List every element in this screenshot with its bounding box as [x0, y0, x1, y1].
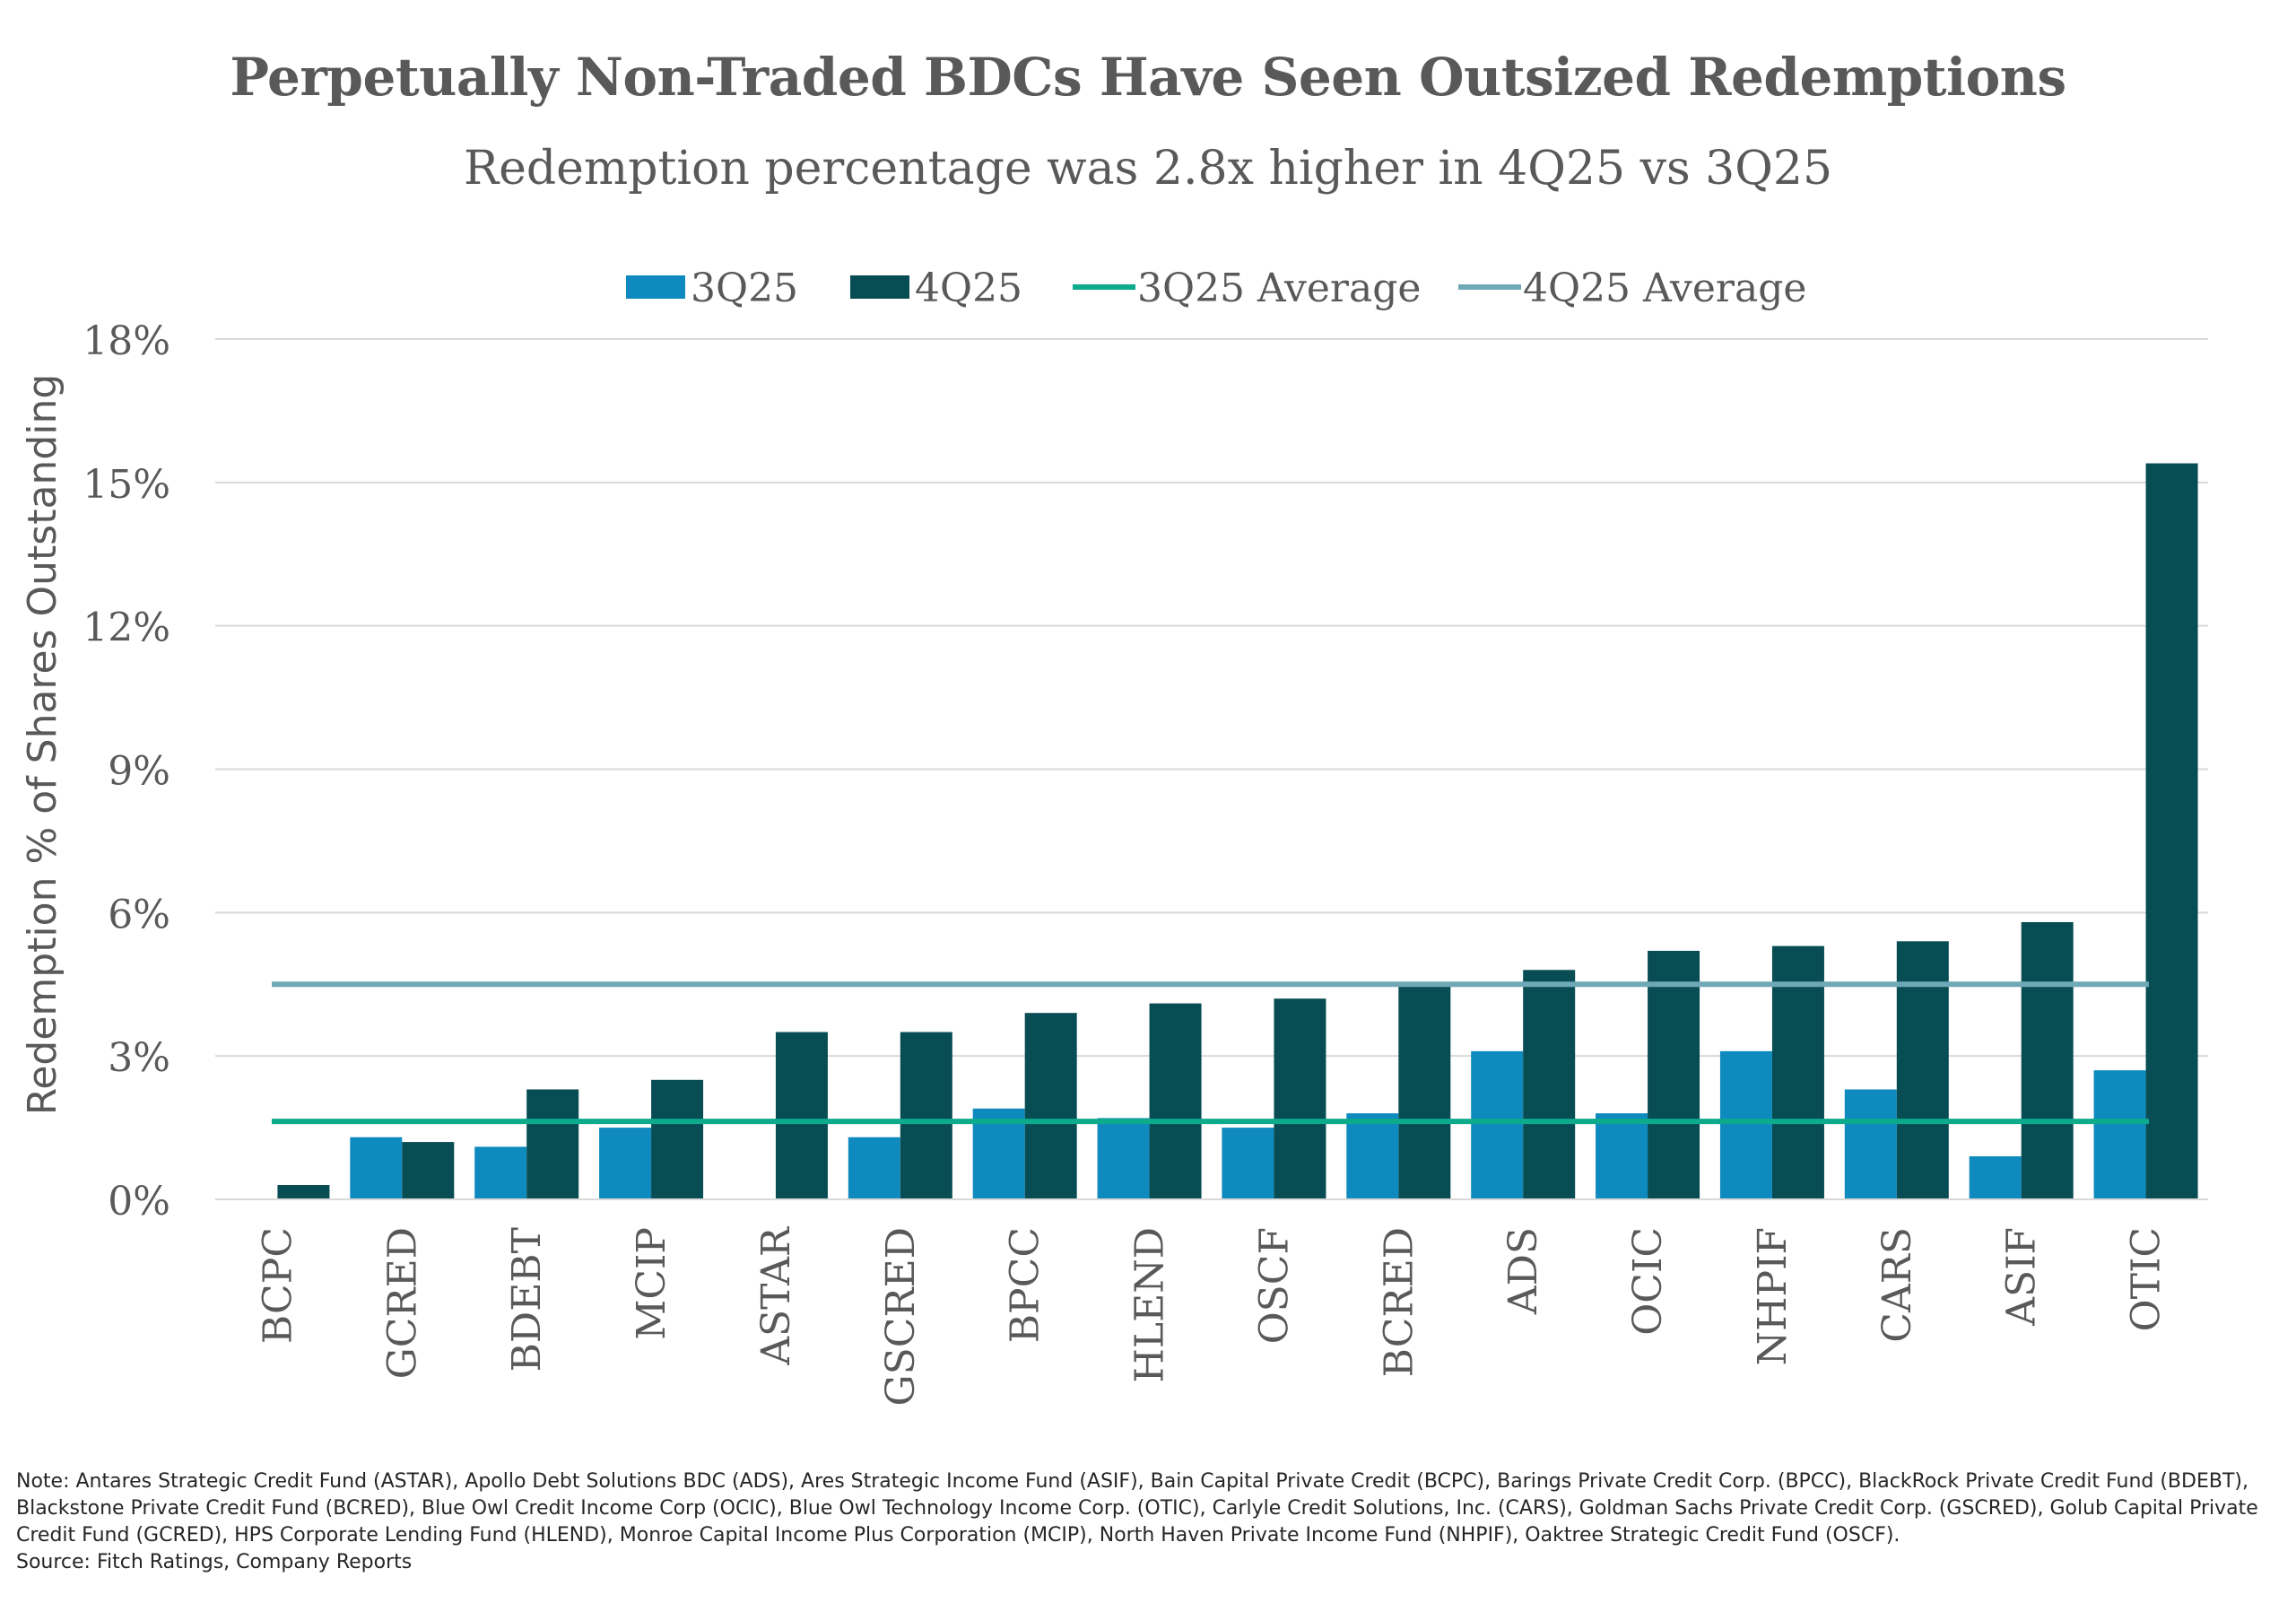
- x-tick-label: GCRED: [379, 1227, 425, 1379]
- x-tick-label: ASTAR: [753, 1225, 799, 1366]
- bar-4q25-nhpif: [1771, 945, 1824, 1199]
- bar-3q25-nhpif: [1719, 1050, 1772, 1199]
- x-tick-label: OSCF: [1251, 1227, 1297, 1344]
- bar-4q25-bdebt: [526, 1089, 579, 1199]
- y-tick-label: 18%: [83, 318, 170, 364]
- footnote-source: Source: Fitch Ratings, Company Reports: [16, 1551, 413, 1573]
- bar-3q25-bcred: [1346, 1113, 1399, 1199]
- bar-3q25-cars: [1844, 1089, 1897, 1199]
- x-tick-label: ASIF: [1999, 1227, 2045, 1327]
- legend-label: 4Q25 Average: [1523, 266, 1806, 311]
- y-tick-label: 6%: [108, 892, 170, 937]
- bar-3q25-oscf: [1222, 1128, 1274, 1199]
- x-tick-label: NHPIF: [1750, 1227, 1796, 1365]
- x-axis-ticks: BCPC GCRED BDEBT MCIP ASTAR GSCRED BPCC HLEND OS…: [255, 1225, 2169, 1406]
- bar-3q25-gscred: [848, 1137, 900, 1199]
- bar-3q25-hlend: [1097, 1118, 1150, 1199]
- bar-3q25-asif: [1969, 1156, 2022, 1199]
- chart-subtitle: Redemption percentage was 2.8x higher in…: [463, 142, 1833, 196]
- bar-3q25-ads: [1471, 1050, 1524, 1199]
- chart-title: Perpetually Non-Traded BDCs Have Seen Ou…: [230, 47, 2066, 108]
- reference-lines: [272, 981, 2149, 1125]
- x-tick-label: BDEBT: [504, 1227, 550, 1372]
- y-tick-label: 12%: [83, 605, 170, 651]
- footnote-note: Note: Antares Strategic Credit Fund (AST…: [16, 1470, 2258, 1546]
- bars: [277, 463, 2198, 1199]
- bar-4q25-bcpc: [277, 1185, 330, 1199]
- legend-swatch-4q25: [850, 275, 909, 299]
- y-tick-label: 3%: [108, 1035, 170, 1081]
- bar-4q25-bcred: [1398, 984, 1451, 1199]
- bar-4q25-otic: [2145, 463, 2198, 1199]
- y-tick-label: 0%: [108, 1179, 170, 1224]
- y-tick-label: 9%: [108, 749, 170, 795]
- legend-label: 3Q25 Average: [1137, 266, 1421, 311]
- x-tick-label: MCIP: [629, 1227, 674, 1340]
- x-tick-label: OCIC: [1625, 1227, 1671, 1336]
- bar-4q25-mcip: [651, 1079, 704, 1199]
- x-tick-label: CARS: [1874, 1227, 1920, 1343]
- bar-4q25-ads: [1523, 970, 1576, 1199]
- x-tick-label: BCPC: [255, 1227, 300, 1344]
- bar-4q25-cars: [1896, 941, 1949, 1199]
- gridlines: [215, 338, 2208, 1058]
- bar-4q25-bpcc: [1024, 1013, 1077, 1199]
- bar-4q25-astar: [775, 1032, 828, 1199]
- y-axis-ticks: 0% 3% 6% 9% 12% 15% 18%: [83, 318, 170, 1224]
- x-tick-label: BPCC: [1003, 1227, 1048, 1343]
- bar-3q25-bdebt: [474, 1146, 527, 1199]
- legend-label: 3Q25: [691, 266, 798, 311]
- x-tick-label: ADS: [1500, 1227, 1546, 1315]
- bar-4q25-ocic: [1648, 950, 1700, 1199]
- bar-4q25-hlend: [1149, 1003, 1202, 1199]
- legend-swatch-3q25: [626, 275, 685, 299]
- bar-3q25-otic: [2093, 1070, 2146, 1199]
- bar-4q25-asif: [2021, 921, 2074, 1199]
- x-tick-label: OTIC: [2124, 1227, 2170, 1331]
- footnote: Note: Antares Strategic Credit Fund (AST…: [16, 1468, 2276, 1576]
- legend-label: 4Q25: [915, 266, 1022, 311]
- bar-4q25-gscred: [900, 1032, 952, 1199]
- y-axis-label: Redemption % of Shares Outstanding: [20, 374, 65, 1116]
- x-tick-label: GSCRED: [878, 1227, 924, 1406]
- chart-area: 3Q25 4Q25 3Q25 Average 4Q25 Average 0% 3% 6% 9…: [20, 266, 2208, 1406]
- bar-3q25-gcred: [350, 1137, 403, 1199]
- x-tick-label: HLEND: [1127, 1227, 1173, 1383]
- x-tick-label: BCRED: [1376, 1227, 1422, 1377]
- bar-4q25-oscf: [1274, 998, 1326, 1199]
- bar-3q25-ocic: [1596, 1113, 1648, 1199]
- bar-4q25-gcred: [402, 1142, 455, 1199]
- legend: 3Q25 4Q25 3Q25 Average 4Q25 Average: [626, 266, 1806, 311]
- bar-3q25-mcip: [599, 1128, 652, 1199]
- y-tick-label: 15%: [83, 462, 170, 508]
